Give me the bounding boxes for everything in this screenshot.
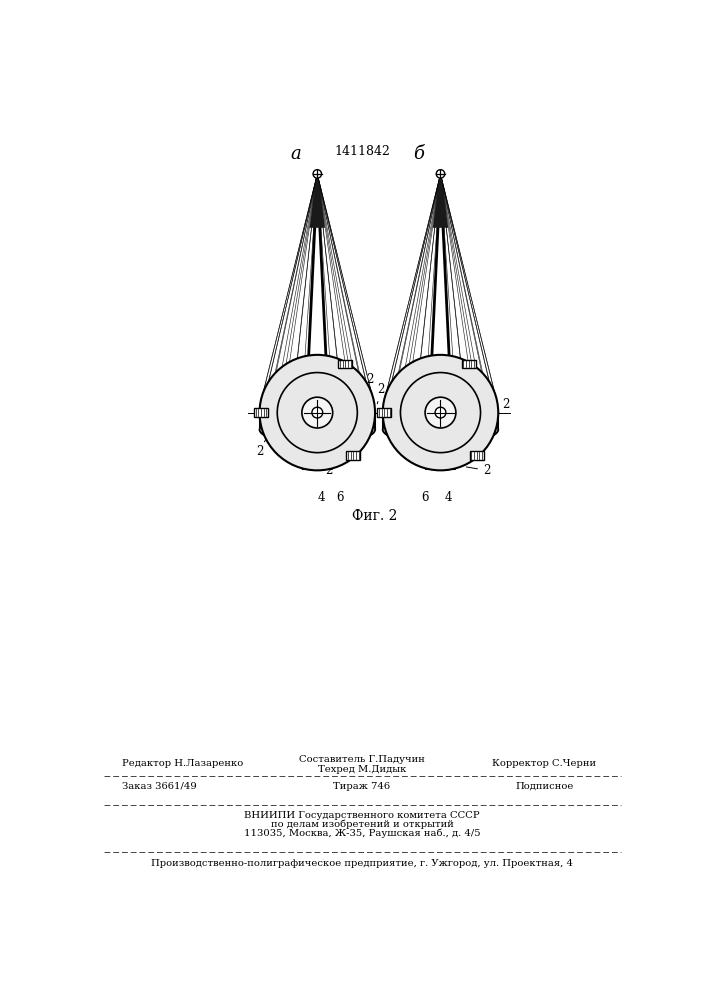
Text: 2: 2 [256,440,266,458]
Polygon shape [310,174,325,228]
Polygon shape [339,360,352,368]
Circle shape [313,170,322,178]
Text: 113035, Москва, Ж-35, Раушская наб., д. 4/5: 113035, Москва, Ж-35, Раушская наб., д. … [244,828,480,838]
Text: 2: 2 [434,361,448,377]
Polygon shape [259,430,375,444]
Polygon shape [382,430,498,444]
Text: 2: 2 [366,373,373,386]
Text: 6: 6 [421,491,429,504]
Polygon shape [462,360,476,368]
Circle shape [435,407,446,418]
Text: ВНИИПИ Государственного комитета СССР: ВНИИПИ Государственного комитета СССР [244,811,480,820]
Text: 2: 2 [456,361,463,381]
Circle shape [259,355,375,470]
Text: по делам изобретений и открытий: по делам изобретений и открытий [271,820,453,829]
Circle shape [436,170,445,178]
Text: б: б [414,145,424,163]
Circle shape [425,397,456,428]
Polygon shape [346,451,361,460]
Text: Заказ 3661/49: Заказ 3661/49 [122,782,197,791]
Text: Редактор Н.Лазаренко: Редактор Н.Лазаренко [122,759,243,768]
Text: Техред М.Дидык: Техред М.Дидык [317,765,406,774]
Text: Тираж 746: Тираж 746 [334,782,390,791]
Text: Производственно-полиграфическое предприятие, г. Ужгород, ул. Проектная, 4: Производственно-полиграфическое предприя… [151,859,573,868]
Text: 2: 2 [494,398,510,411]
Circle shape [382,355,498,470]
Text: Составитель Г.Падучин: Составитель Г.Падучин [299,755,425,764]
Text: а: а [291,145,301,163]
Polygon shape [469,451,484,460]
Polygon shape [378,408,391,417]
Text: 6: 6 [337,491,344,504]
Polygon shape [433,174,448,228]
Text: 1411842: 1411842 [334,145,390,158]
Polygon shape [254,408,268,417]
Text: 4: 4 [445,491,452,504]
Text: 4: 4 [317,491,325,504]
Text: Корректор С.Черни: Корректор С.Черни [492,759,597,768]
Text: 2: 2 [378,383,385,404]
Text: Подписное: Подписное [515,782,573,791]
Text: Фиг. 2: Фиг. 2 [352,509,398,523]
Text: 2: 2 [325,464,332,477]
Circle shape [302,397,333,428]
Circle shape [312,407,322,418]
Text: 2: 2 [467,464,491,477]
